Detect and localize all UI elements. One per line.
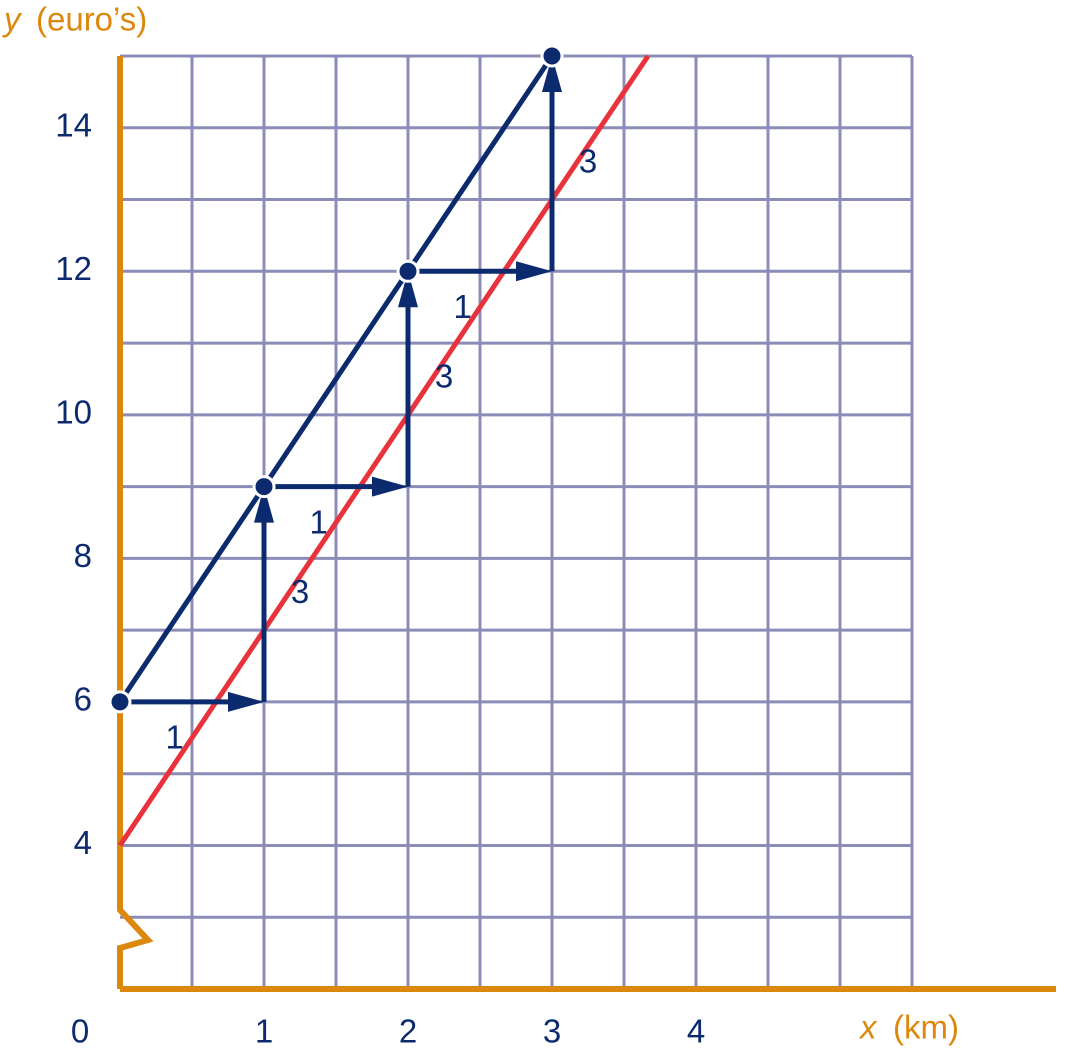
arrow-head [254, 486, 274, 523]
y-tick-label: 10 [55, 394, 92, 431]
x-axis-unit: (km) [893, 1009, 959, 1046]
step-rise-label: 3 [579, 142, 597, 179]
point [540, 44, 564, 68]
y-axis-var: y [2, 1, 23, 38]
arrow-head [516, 261, 552, 282]
arrow-head [398, 271, 418, 308]
series-line [117, 54, 651, 847]
y-axis [117, 56, 154, 989]
x-tick-label: 2 [399, 1013, 417, 1050]
x-tick-label: 1 [255, 1013, 273, 1050]
arrow-head [372, 476, 408, 497]
step-rise-label: 3 [291, 573, 309, 610]
x-tick-label: 3 [543, 1013, 561, 1050]
y-tick-label: 12 [55, 250, 92, 287]
y-tick-label: 6 [74, 681, 92, 718]
arrow-head [542, 56, 562, 92]
x-tick-label: 0 [71, 1013, 89, 1050]
step-rise-label: 3 [435, 358, 453, 395]
step-run-label: 1 [454, 288, 472, 325]
point [108, 690, 132, 714]
x-tick-label: 4 [687, 1013, 705, 1050]
step-run-label: 1 [310, 503, 328, 540]
arrow-head [228, 691, 264, 712]
y-tick-label: 14 [55, 106, 92, 143]
point [396, 259, 420, 283]
y-tick-label: 4 [74, 824, 92, 861]
series-line [117, 54, 555, 704]
x-axis-var: x [858, 1009, 878, 1046]
step-run-label: 1 [166, 719, 184, 756]
point [252, 475, 276, 499]
y-axis-unit: (euro’s) [36, 1, 147, 38]
y-tick-label: 8 [74, 537, 92, 574]
